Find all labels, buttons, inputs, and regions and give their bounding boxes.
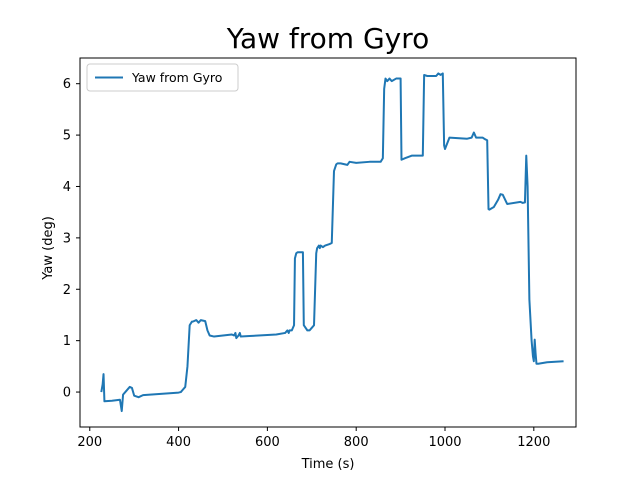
y-tick-label: 1	[63, 334, 71, 349]
x-tick-label: 200	[77, 435, 102, 450]
legend-box	[86, 63, 239, 92]
y-axis-label: Yaw (deg)	[41, 216, 56, 281]
x-tick-label: 600	[255, 435, 280, 450]
axes-frame	[79, 57, 577, 428]
y-axis-ticks: 0 1 2 3 4 5 6	[63, 77, 80, 401]
y-tick-label: 0	[63, 386, 71, 401]
x-tick-label: 1200	[517, 435, 550, 450]
y-tick-label: 6	[63, 77, 71, 92]
series-line-yaw	[100, 72, 564, 413]
y-tick-label: 3	[63, 231, 71, 246]
legend: Yaw from Gyro	[86, 63, 239, 92]
legend-label: Yaw from Gyro	[131, 70, 222, 85]
x-tick-label: 1000	[428, 435, 461, 450]
x-axis-ticks: 200 400 600 800 1000 1200	[77, 427, 550, 450]
x-tick-label: 800	[344, 435, 369, 450]
y-tick-label: 2	[63, 283, 71, 298]
y-tick-label: 5	[63, 129, 71, 144]
chart-title: Yaw from Gyro	[226, 22, 430, 55]
x-tick-label: 400	[166, 435, 191, 450]
y-tick-label: 4	[63, 180, 71, 195]
x-axis-label: Time (s)	[301, 457, 355, 472]
plot-area	[79, 57, 577, 428]
